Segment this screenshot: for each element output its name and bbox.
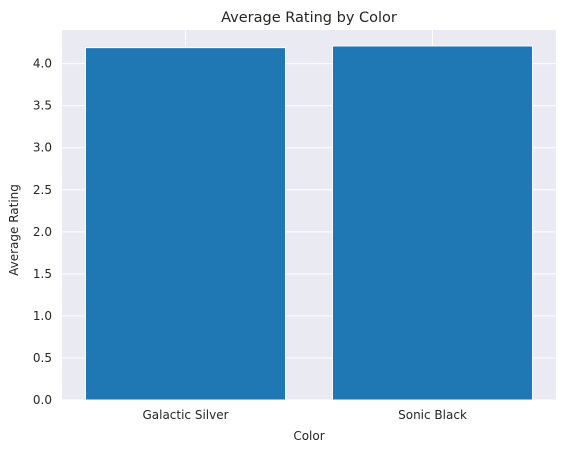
x-axis-label: Color [293,429,324,443]
bar-galactic-silver [84,47,287,401]
y-tick-label: 3.5 [33,99,52,113]
y-tick-label: 3.0 [33,141,52,155]
chart-title: Average Rating by Color [221,10,397,26]
x-axis-ticks: Galactic Silver Sonic Black [142,408,466,422]
y-axis-ticks: 0.0 0.5 1.0 1.5 2.0 2.5 3.0 3.5 4.0 [33,57,52,407]
y-tick-label: 1.0 [33,309,52,323]
y-tick-label: 1.5 [33,267,52,281]
bars [84,45,534,401]
bar-sonic-black [331,45,534,401]
y-tick-label: 4.0 [33,57,52,71]
x-tick-label: Galactic Silver [142,408,228,422]
x-tick-label: Sonic Black [398,408,467,422]
y-tick-label: 2.0 [33,225,52,239]
y-tick-label: 0.5 [33,351,52,365]
y-axis-label: Average Rating [7,184,21,276]
y-tick-label: 2.5 [33,183,52,197]
y-tick-label: 0.0 [33,393,52,407]
